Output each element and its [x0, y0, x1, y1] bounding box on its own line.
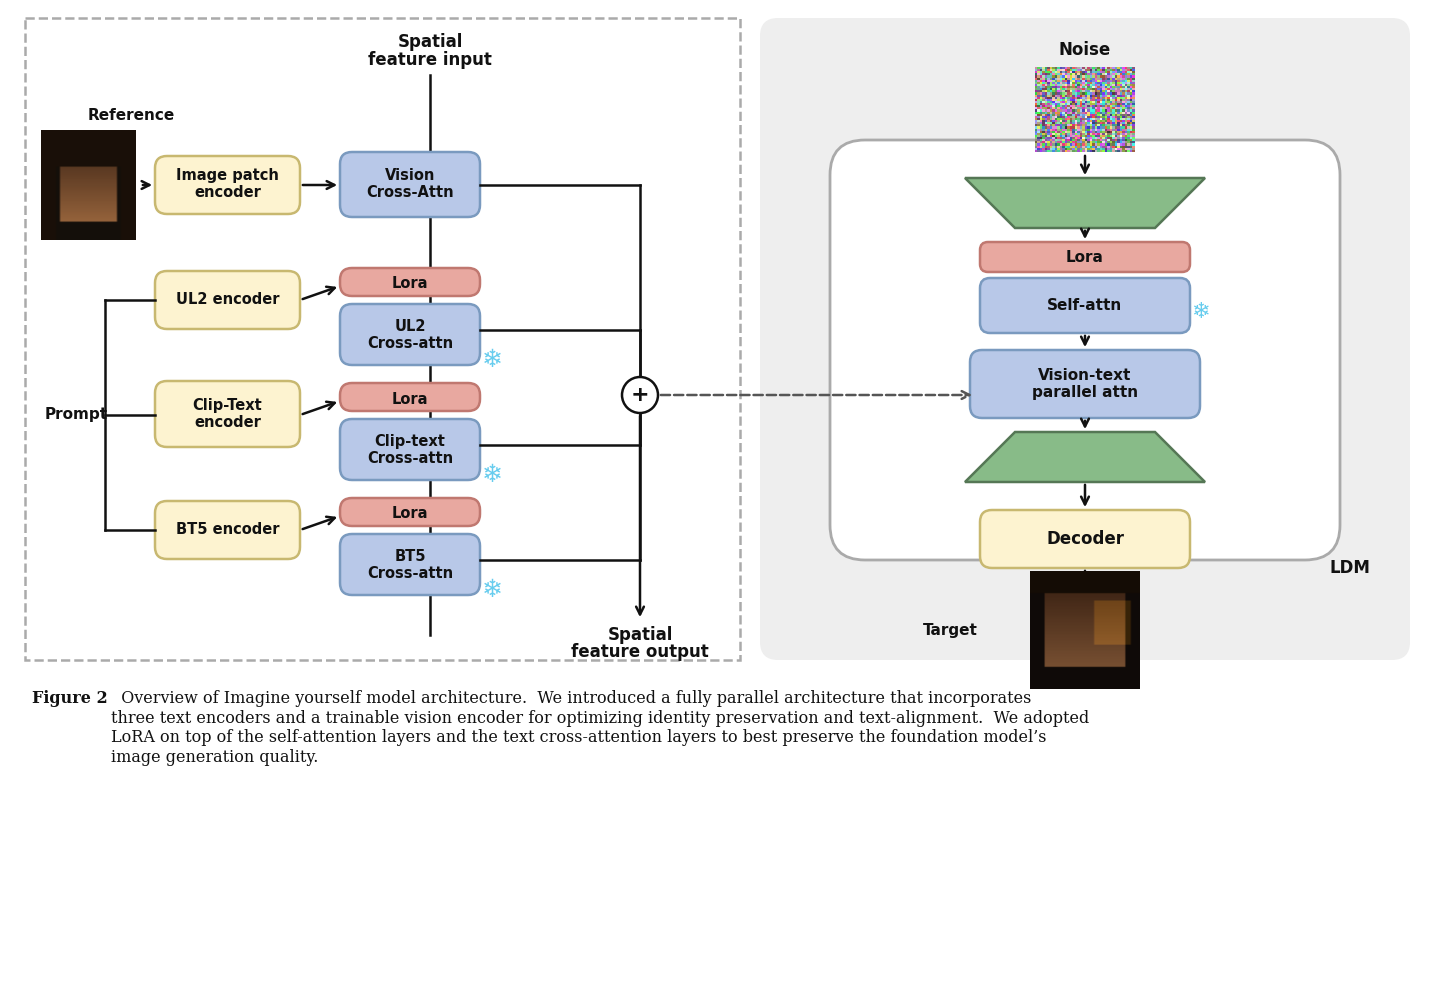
FancyBboxPatch shape [340, 152, 480, 217]
Text: BT5
Cross-attn: BT5 Cross-attn [367, 548, 454, 582]
Polygon shape [965, 178, 1205, 228]
Text: Overview of Imagine yourself model architecture.  We introduced a fully parallel: Overview of Imagine yourself model archi… [111, 690, 1089, 766]
Text: feature input: feature input [369, 51, 492, 69]
FancyBboxPatch shape [971, 350, 1200, 418]
FancyBboxPatch shape [340, 304, 480, 365]
FancyBboxPatch shape [340, 419, 480, 480]
Text: ❄: ❄ [481, 578, 503, 602]
Text: Target: Target [923, 623, 978, 637]
Text: BT5 encoder: BT5 encoder [176, 521, 279, 536]
FancyBboxPatch shape [156, 271, 300, 329]
FancyBboxPatch shape [24, 18, 740, 660]
Text: Figure 2: Figure 2 [32, 690, 108, 707]
Text: ❄: ❄ [481, 348, 503, 372]
FancyBboxPatch shape [340, 383, 480, 411]
FancyBboxPatch shape [156, 501, 300, 559]
FancyBboxPatch shape [981, 510, 1189, 568]
FancyBboxPatch shape [156, 156, 300, 214]
Text: Lora: Lora [392, 391, 428, 406]
Polygon shape [965, 432, 1205, 482]
Text: ❄: ❄ [481, 463, 503, 487]
Text: Clip-Text
encoder: Clip-Text encoder [193, 398, 262, 430]
Text: Reference: Reference [88, 108, 176, 123]
FancyBboxPatch shape [829, 140, 1341, 560]
Text: Lora: Lora [392, 506, 428, 521]
Text: Noise: Noise [1058, 41, 1112, 59]
Text: +: + [631, 385, 649, 405]
Text: Prompt: Prompt [45, 407, 108, 422]
Circle shape [622, 377, 658, 413]
FancyBboxPatch shape [156, 381, 300, 447]
Text: Decoder: Decoder [1045, 530, 1125, 548]
Text: UL2
Cross-attn: UL2 Cross-attn [367, 319, 454, 351]
Text: Vision
Cross-Attn: Vision Cross-Attn [366, 167, 454, 201]
Text: Clip-text
Cross-attn: Clip-text Cross-attn [367, 433, 454, 466]
FancyBboxPatch shape [340, 534, 480, 595]
Text: ❄: ❄ [1191, 302, 1210, 322]
Text: feature output: feature output [572, 643, 708, 661]
Text: Lora: Lora [392, 276, 428, 291]
FancyBboxPatch shape [340, 498, 480, 526]
FancyBboxPatch shape [760, 18, 1410, 660]
Text: UL2 encoder: UL2 encoder [176, 291, 279, 306]
FancyBboxPatch shape [340, 268, 480, 296]
Text: Vision-text
parallel attn: Vision-text parallel attn [1032, 368, 1138, 400]
Text: Lora: Lora [1066, 250, 1104, 264]
Text: LDM: LDM [1329, 559, 1369, 577]
Text: Spatial: Spatial [608, 626, 672, 644]
Text: Self-attn: Self-attn [1047, 297, 1123, 312]
Text: Image patch
encoder: Image patch encoder [176, 167, 279, 201]
FancyBboxPatch shape [981, 242, 1189, 272]
FancyBboxPatch shape [981, 278, 1189, 333]
Text: Spatial: Spatial [397, 33, 462, 51]
